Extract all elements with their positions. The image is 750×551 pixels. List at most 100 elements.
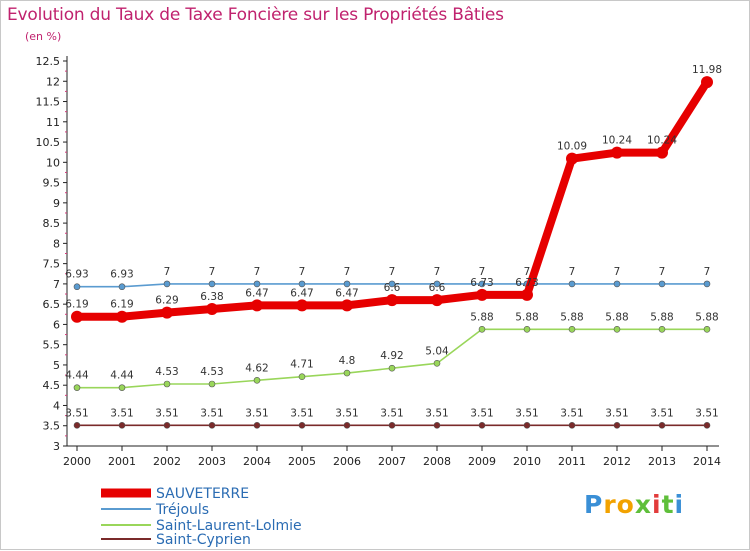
x-tick-label: 2013 (648, 455, 676, 468)
data-label: 6.19 (110, 299, 133, 311)
data-point (341, 299, 353, 312)
y-tick-label: 12 (46, 75, 60, 88)
data-label: 3.51 (425, 407, 448, 419)
data-label: 6.19 (65, 299, 88, 311)
data-point (613, 280, 621, 288)
logo-letter: i (674, 490, 685, 519)
x-tick-label: 2004 (243, 455, 271, 468)
data-label: 6.47 (245, 287, 268, 299)
data-point (118, 384, 126, 391)
data-label: 4.8 (339, 355, 356, 367)
y-tick-label: 4 (53, 399, 60, 412)
data-point (568, 280, 576, 288)
data-point (478, 280, 486, 288)
data-point (298, 422, 306, 429)
data-point (161, 306, 173, 319)
logo-letter: i (652, 490, 662, 519)
x-tick-label: 2009 (468, 455, 496, 468)
data-label: 7 (524, 266, 531, 278)
data-label: 7 (164, 266, 171, 278)
series-layer: 3.51 3.51 3.51 3.51 3.51 3.51 3.51 3.51 3.51 3.51… (65, 64, 722, 429)
data-label: 6.47 (290, 287, 313, 299)
data-label: 3.51 (515, 407, 538, 419)
data-label: 3.51 (245, 407, 268, 419)
data-label: 10.09 (557, 141, 587, 153)
data-label: 7 (209, 266, 216, 278)
data-point (73, 422, 81, 429)
data-label: 3.51 (605, 407, 628, 419)
data-label: 7 (344, 266, 351, 278)
y-tick-label: 11 (46, 116, 60, 129)
data-label: 6.47 (335, 287, 358, 299)
y-tick-label: 3.5 (43, 420, 61, 433)
x-tick-label: 2010 (513, 455, 541, 468)
data-label: 6.73 (515, 277, 538, 289)
data-label: 6.93 (110, 269, 133, 281)
data-point (253, 377, 261, 384)
data-label: 4.44 (65, 370, 89, 382)
data-label: 7 (614, 266, 621, 278)
data-label: 3.51 (695, 407, 718, 419)
data-label: 3.51 (560, 407, 583, 419)
data-point (388, 280, 396, 288)
legend-item: Saint-Cyprien (101, 532, 251, 548)
data-label: 6.93 (65, 269, 88, 281)
data-point (73, 384, 81, 391)
x-tick-label: 2007 (378, 455, 406, 468)
data-point (613, 422, 621, 429)
data-point (523, 325, 531, 333)
legend-label: Saint-Cyprien (156, 532, 251, 548)
data-label: 10.24 (602, 135, 632, 147)
y-tick-label: 9.5 (43, 177, 61, 190)
y-tick-label: 6 (53, 318, 60, 331)
y-tick-label: 7 (53, 278, 60, 291)
data-label: 3.51 (155, 407, 178, 419)
data-point (73, 283, 81, 291)
data-label: 5.88 (650, 311, 673, 323)
data-label: 5.88 (515, 311, 538, 323)
data-label: 6.6 (384, 282, 401, 294)
chart-subtitle: (en %) (25, 30, 62, 43)
legend-item: Tréjouls (101, 502, 209, 518)
legend-item: Saint-Laurent-Lolmie (101, 518, 302, 534)
data-point (118, 283, 126, 291)
data-point (478, 422, 486, 429)
data-point (656, 146, 668, 159)
data-point (208, 422, 216, 429)
x-tick-label: 2008 (423, 455, 451, 468)
data-point (298, 373, 306, 381)
y-tick-label: 8.5 (43, 217, 61, 230)
legend-item: SAUVETERRE (101, 486, 249, 502)
data-point (566, 152, 578, 165)
data-label: 3.51 (110, 407, 133, 419)
y-tick-label: 5.5 (43, 339, 61, 352)
data-label: 6.73 (470, 277, 493, 289)
x-tick-label: 2005 (288, 455, 316, 468)
data-point (478, 325, 486, 333)
data-label: 4.53 (155, 366, 178, 378)
data-label: 7 (479, 266, 486, 278)
data-label: 7 (569, 266, 576, 278)
data-label: 6.29 (155, 295, 178, 307)
data-label: 3.51 (200, 407, 223, 419)
data-label: 7 (434, 266, 441, 278)
legend-label: Saint-Laurent-Lolmie (156, 518, 302, 534)
data-point (431, 294, 443, 307)
data-point (163, 280, 171, 288)
y-tick-label: 10 (46, 156, 60, 169)
data-label: 7 (389, 266, 396, 278)
x-tick-label: 2011 (558, 455, 586, 468)
y-tick-label: 8 (53, 237, 60, 250)
data-point (251, 299, 263, 312)
y-tick-label: 9 (53, 197, 60, 210)
x-tick-label: 2000 (63, 455, 91, 468)
data-point (388, 422, 396, 429)
data-point (658, 422, 666, 429)
legend: SAUVETERRETréjoulsSaint-Laurent-LolmieSa… (101, 486, 302, 548)
data-point (116, 310, 128, 323)
data-point (523, 422, 531, 429)
data-point (343, 422, 351, 429)
data-point (343, 280, 351, 288)
chart-title: Evolution du Taux de Taxe Foncière sur l… (7, 5, 504, 25)
data-point (71, 310, 83, 323)
